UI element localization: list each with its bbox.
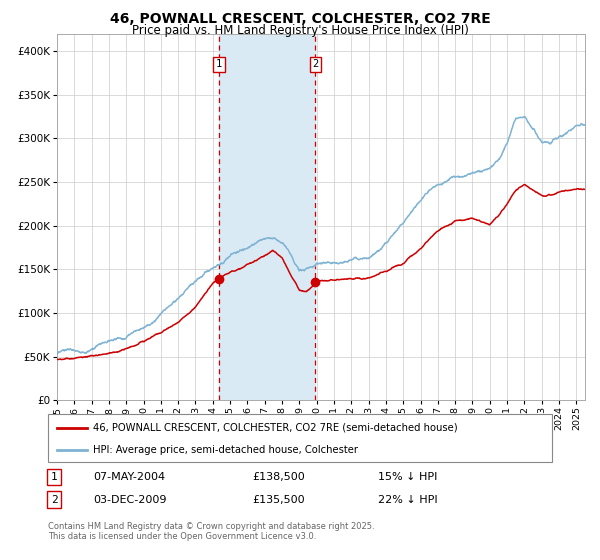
Text: 46, POWNALL CRESCENT, COLCHESTER, CO2 7RE (semi-detached house): 46, POWNALL CRESCENT, COLCHESTER, CO2 7R…	[93, 423, 458, 433]
Text: 03-DEC-2009: 03-DEC-2009	[93, 494, 167, 505]
Text: £138,500: £138,500	[252, 472, 305, 482]
Text: 15% ↓ HPI: 15% ↓ HPI	[378, 472, 437, 482]
Text: 22% ↓ HPI: 22% ↓ HPI	[378, 494, 437, 505]
Text: 2: 2	[50, 494, 58, 505]
Text: Contains HM Land Registry data © Crown copyright and database right 2025.
This d: Contains HM Land Registry data © Crown c…	[48, 522, 374, 542]
Text: £135,500: £135,500	[252, 494, 305, 505]
Text: 1: 1	[50, 472, 58, 482]
Text: 07-MAY-2004: 07-MAY-2004	[93, 472, 165, 482]
Text: 2: 2	[312, 59, 319, 69]
Text: 1: 1	[216, 59, 222, 69]
Text: Price paid vs. HM Land Registry's House Price Index (HPI): Price paid vs. HM Land Registry's House …	[131, 24, 469, 37]
Bar	[219, 34, 315, 400]
Text: HPI: Average price, semi-detached house, Colchester: HPI: Average price, semi-detached house,…	[93, 445, 358, 455]
Text: 46, POWNALL CRESCENT, COLCHESTER, CO2 7RE: 46, POWNALL CRESCENT, COLCHESTER, CO2 7R…	[110, 12, 490, 26]
